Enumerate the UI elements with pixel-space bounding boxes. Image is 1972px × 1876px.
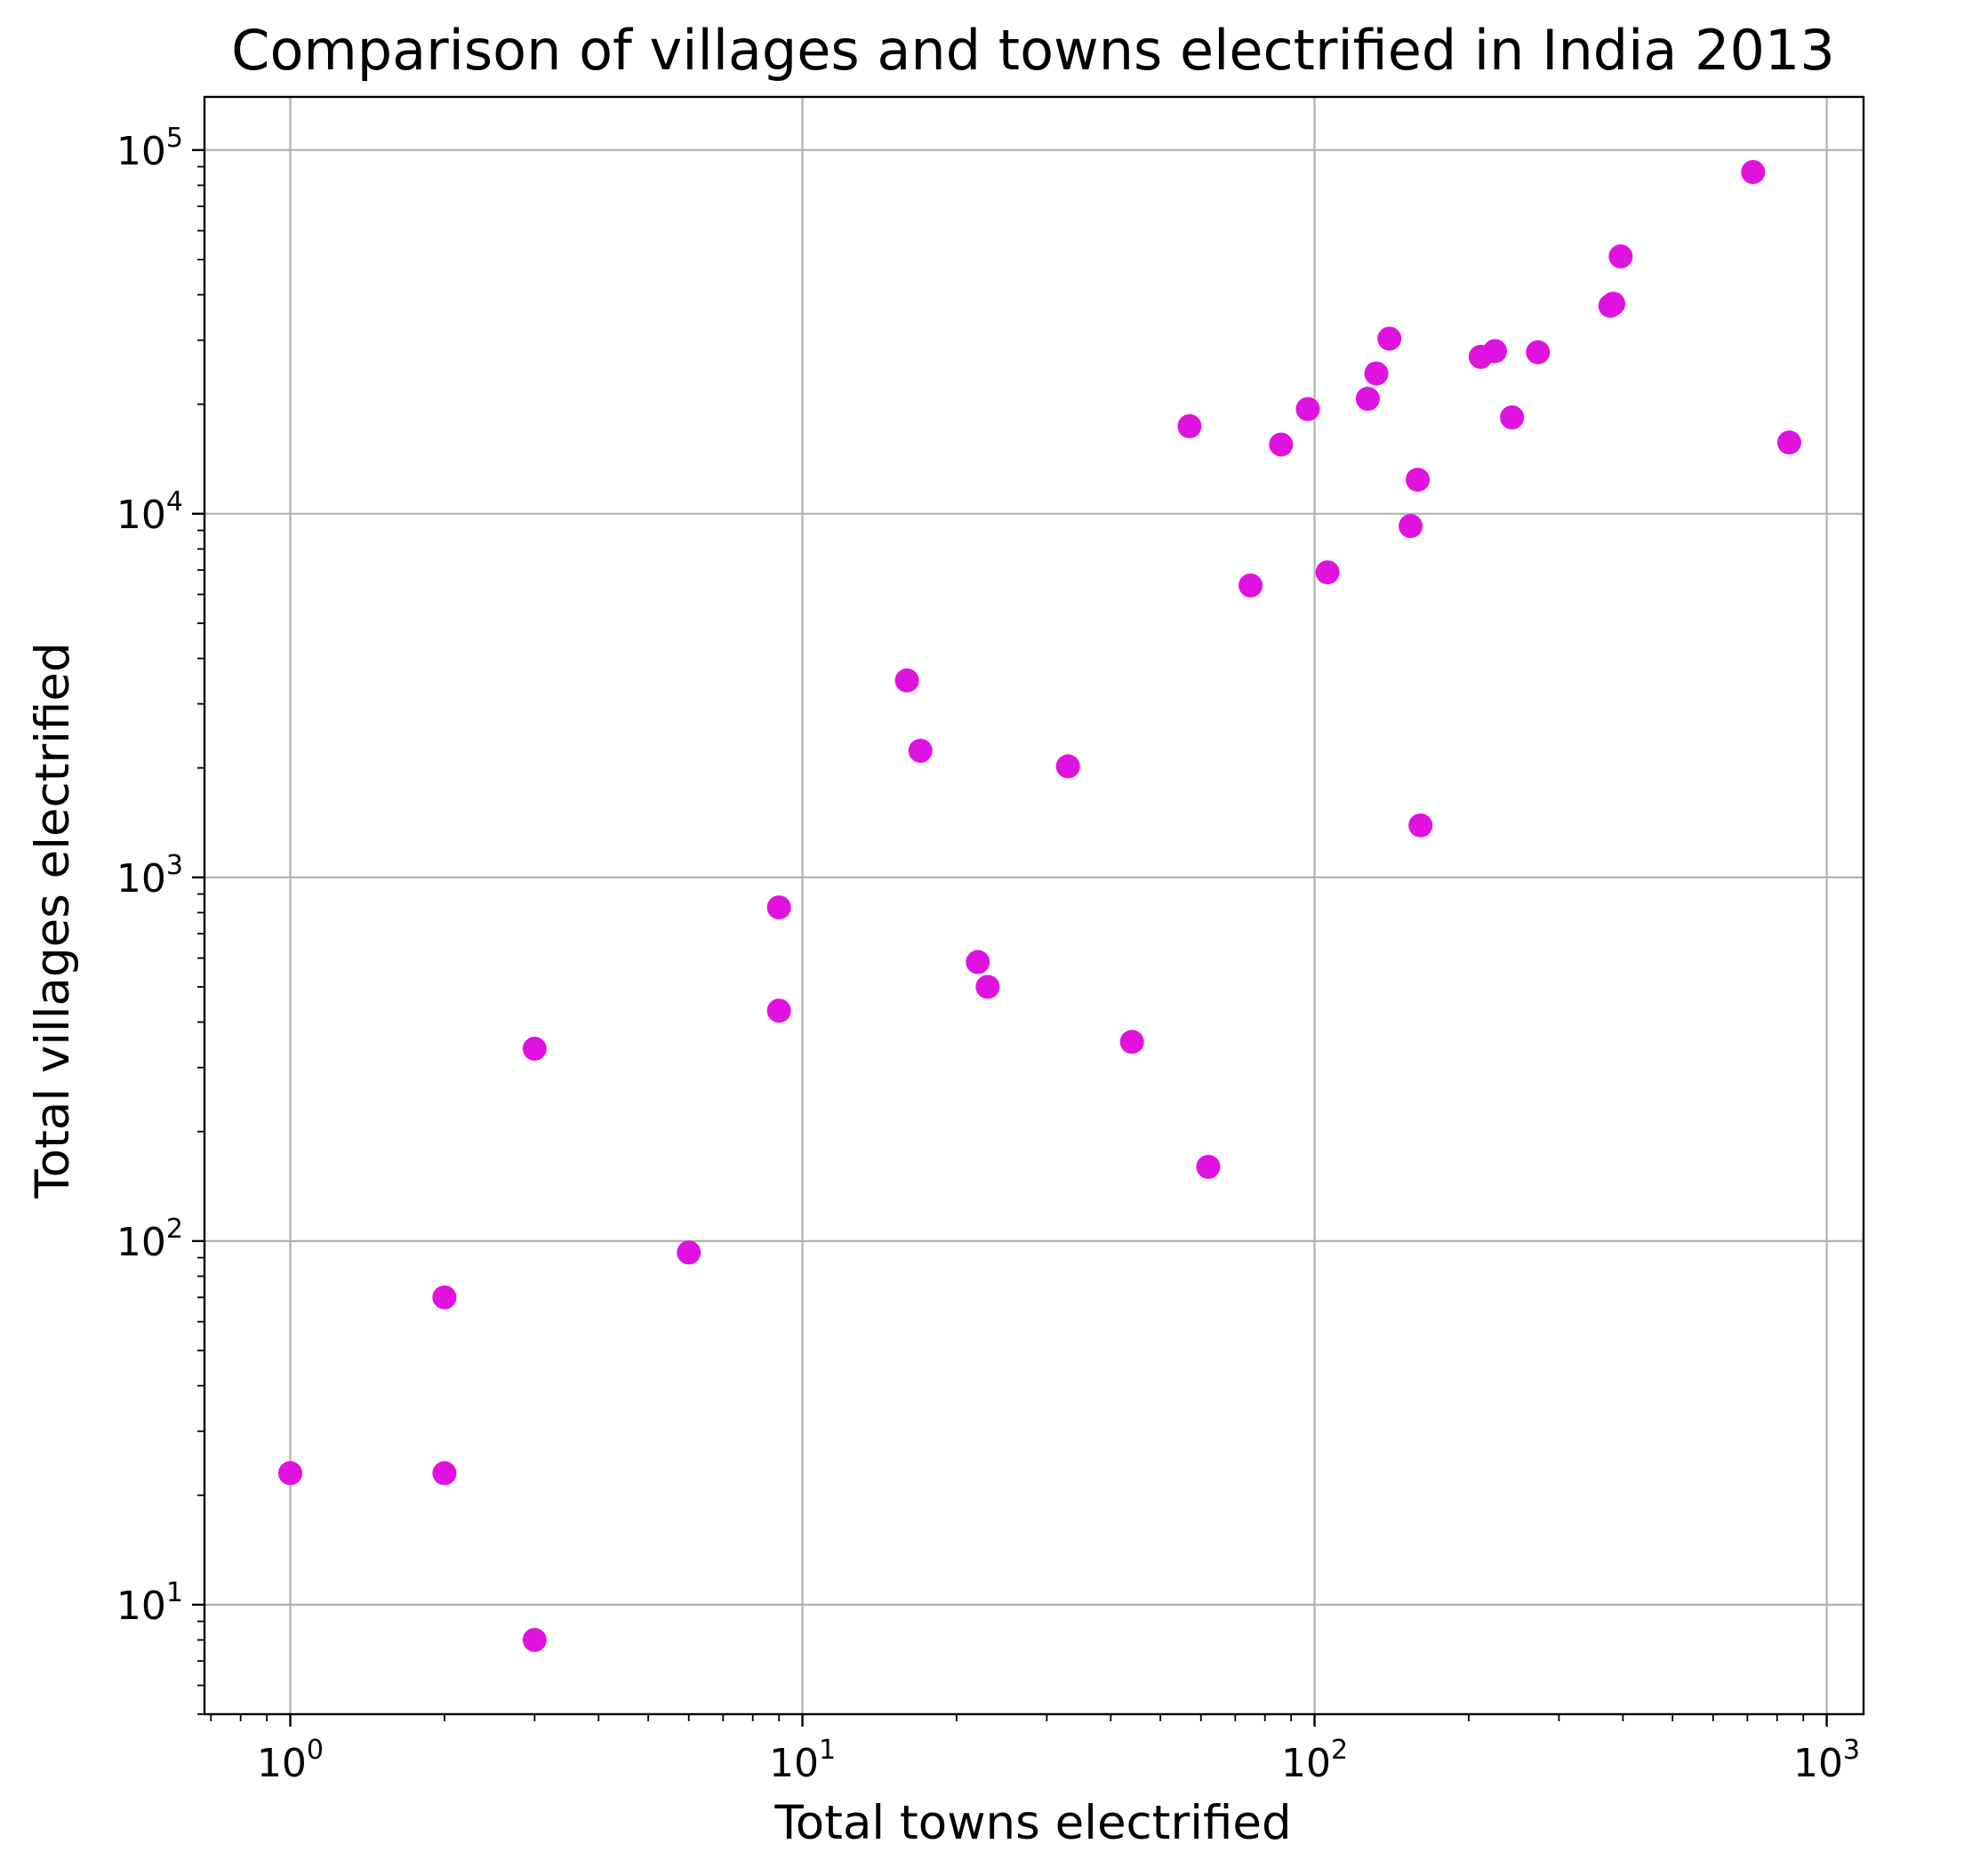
y-tick-base: 10 (116, 856, 166, 902)
x-tick-label: 100 (257, 1735, 324, 1786)
data-point (1601, 292, 1626, 317)
data-point (1119, 1030, 1144, 1054)
y-tick-label: 104 (116, 486, 183, 538)
data-point (1196, 1154, 1221, 1179)
data-point (432, 1461, 457, 1486)
y-tick-exponent: 1 (166, 1577, 183, 1608)
grid-lines (204, 97, 1864, 1714)
data-point (1399, 514, 1423, 539)
y-axis-label: Total villages electrified (26, 642, 80, 1199)
x-tick-label: 102 (1281, 1735, 1348, 1786)
data-point (1741, 160, 1766, 185)
y-tick-label: 102 (116, 1214, 183, 1265)
y-tick-base: 10 (116, 493, 166, 538)
data-point (1500, 405, 1525, 429)
data-point (277, 1461, 302, 1486)
data-point (522, 1037, 547, 1062)
data-point (894, 668, 919, 693)
x-axis-label: Total towns electrified (774, 1796, 1291, 1850)
data-point (1377, 326, 1402, 351)
data-point (1406, 468, 1431, 493)
data-points (277, 160, 1801, 1653)
x-tick-label: 101 (769, 1735, 836, 1786)
data-point (975, 974, 1000, 999)
data-point (908, 738, 933, 763)
x-tick-base: 10 (769, 1741, 819, 1786)
data-point (522, 1628, 547, 1653)
plot-frame (203, 95, 1865, 1716)
data-point (1408, 813, 1433, 838)
y-tick-exponent: 3 (166, 850, 183, 881)
x-tick-exponent: 0 (307, 1735, 324, 1766)
data-point (1364, 361, 1389, 386)
data-point (1315, 560, 1340, 585)
y-tick-label: 105 (116, 123, 183, 174)
y-tick-exponent: 5 (166, 123, 183, 154)
y-tick-base: 10 (116, 1583, 166, 1629)
data-point (677, 1240, 701, 1265)
x-tick-label: 103 (1793, 1735, 1860, 1786)
data-point (1776, 430, 1801, 455)
x-tick-exponent: 3 (1843, 1735, 1860, 1766)
y-tick-label: 103 (116, 850, 183, 902)
axis-ticks (192, 148, 1828, 1727)
data-point (1608, 244, 1633, 269)
x-tick-base: 10 (257, 1741, 307, 1786)
data-point (1177, 413, 1202, 438)
x-tick-exponent: 1 (819, 1735, 836, 1766)
data-point (1055, 754, 1080, 779)
x-tick-exponent: 2 (1331, 1735, 1348, 1766)
y-tick-base: 10 (116, 1220, 166, 1265)
data-point (1482, 339, 1507, 364)
chart-title: Comparison of villages and towns electri… (231, 18, 1835, 83)
data-point (432, 1285, 457, 1310)
data-point (1269, 432, 1294, 457)
y-tick-exponent: 2 (166, 1214, 183, 1245)
y-tick-exponent: 4 (166, 486, 183, 517)
data-point (1295, 397, 1320, 421)
data-point (1526, 340, 1551, 365)
x-tick-base: 10 (1793, 1741, 1843, 1786)
data-point (1355, 387, 1380, 412)
data-point (766, 998, 791, 1023)
data-point (1239, 573, 1263, 597)
y-tick-label: 101 (116, 1577, 183, 1629)
data-point (766, 895, 791, 920)
y-tick-base: 10 (116, 129, 166, 174)
x-tick-base: 10 (1281, 1741, 1331, 1786)
data-point (966, 950, 990, 974)
